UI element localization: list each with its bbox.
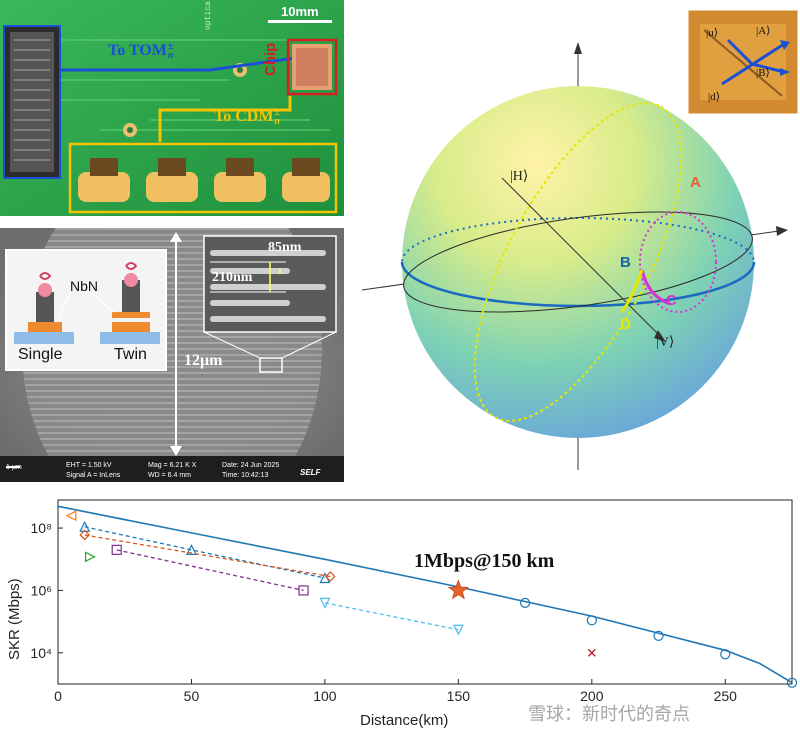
point-b-label: B (620, 254, 631, 271)
cdm-label-text: To CDM (214, 108, 274, 125)
cdm-label-sup: ± (274, 107, 280, 119)
nbn-label: NbN (70, 278, 99, 294)
tom-label-sub: n (167, 50, 174, 62)
inset-u-label: |u⟩ (706, 27, 718, 39)
sem-date: Date: 24 Jun 2025 (222, 462, 280, 469)
y-tick-label: 10⁶ (31, 582, 52, 598)
scale-bar-label: 10mm (281, 4, 319, 19)
pcb-photo-panel: 10mm To TOM ± n To CDM ± n Chip optical_brd (0, 0, 344, 216)
sem-eht: EHT = 1.50 kV (66, 462, 112, 469)
chip-label: Chip (262, 42, 279, 76)
data-point-triangle-down (452, 624, 464, 636)
sem-time: Time: 10:42:13 (222, 472, 269, 479)
twin-label: Twin (114, 346, 147, 363)
chart-ylabel: SKR (Mbps) (6, 578, 23, 660)
single-label: Single (18, 346, 63, 363)
sem-signal: Signal A = InLens (66, 472, 121, 479)
highlight-star (447, 579, 469, 600)
poincare-sphere (361, 9, 799, 470)
data-point-circle (786, 677, 798, 688)
point-d-label: D (620, 316, 631, 333)
state-h-label: |H⟩ (510, 169, 529, 184)
sem-image (0, 228, 344, 482)
point-c-label: C (666, 292, 677, 309)
data-point-triangle-down (319, 597, 331, 609)
series-line (324, 602, 459, 631)
state-v-label: |V⟩ (656, 335, 675, 350)
point-a-label: A (690, 174, 701, 191)
sem-mag: Mag = 6.21 K X (148, 462, 197, 469)
data-point-circle (586, 615, 597, 626)
inset-a-label: |A⟩ (756, 25, 771, 37)
cdm-label: To CDM ± n (214, 107, 280, 128)
data-point-triangle-right (84, 551, 96, 563)
tom-label-text: To TOM (108, 42, 167, 59)
data-point-circle (720, 649, 731, 660)
data-point-x (587, 648, 596, 657)
series-line (84, 526, 326, 579)
x-tick-label: 150 (447, 688, 471, 704)
x-tick-label: 200 (580, 688, 604, 704)
data-point-square (111, 544, 122, 555)
y-tick-label: 10⁴ (30, 645, 52, 661)
tom-label-sup: ± (167, 41, 174, 53)
x-tick-label: 100 (313, 688, 337, 704)
sem-image-panel: NbN Single Twin 85nm 210nm 12μm 1 μm EHT… (0, 228, 344, 482)
tom-label: To TOM ± n (108, 41, 174, 62)
skr-chart-panel: 0 50 100 150 200 250 10⁴ 10⁶ 10⁸ Distance(km) SK… (0, 490, 800, 732)
inset-d-label: |d⟩ (708, 91, 720, 103)
data-point-triangle-left (65, 510, 77, 522)
sem-brand: SELF (300, 468, 321, 477)
poincare-sphere-panel: |H⟩ |V⟩ A B C D |A⟩ |B⟩ |u⟩ |d⟩ (352, 0, 800, 480)
board-silkscreen-text: optical_brd (204, 0, 213, 30)
data-point-triangle-up (185, 544, 197, 555)
x-tick-label: 0 (54, 688, 62, 704)
skr-chart: 0 50 100 150 200 250 10⁴ 10⁶ 10⁸ (30, 499, 798, 704)
watermark: 雪球：新时代的奇点 (528, 704, 690, 724)
data-point-square (298, 585, 309, 596)
cdm-label-sub: n (274, 116, 280, 128)
x-tick-label: 50 (184, 688, 200, 704)
height-12um-label: 12μm (184, 352, 223, 369)
series-line (116, 549, 304, 592)
data-point-diamond (79, 529, 91, 541)
x-tick-label: 250 (714, 688, 738, 704)
series-line (57, 505, 793, 684)
data-point-diamond (324, 571, 336, 582)
inset-b-label: |B⟩ (756, 67, 770, 79)
data-point-circle (519, 597, 531, 608)
chart-xlabel: Distance(km) (360, 712, 449, 729)
sem-scalebar-label: 1 μm (6, 464, 22, 471)
y-tick-label: 10⁸ (31, 520, 53, 536)
pitch-210nm-label: 210nm (212, 270, 253, 285)
sem-wd: WD = 6.4 mm (148, 472, 191, 479)
width-85nm-label: 85nm (268, 240, 302, 255)
pcb-photo (0, 0, 344, 216)
chart-annotation: 1Mbps@150 km (414, 550, 555, 572)
data-point-circle (653, 630, 664, 641)
